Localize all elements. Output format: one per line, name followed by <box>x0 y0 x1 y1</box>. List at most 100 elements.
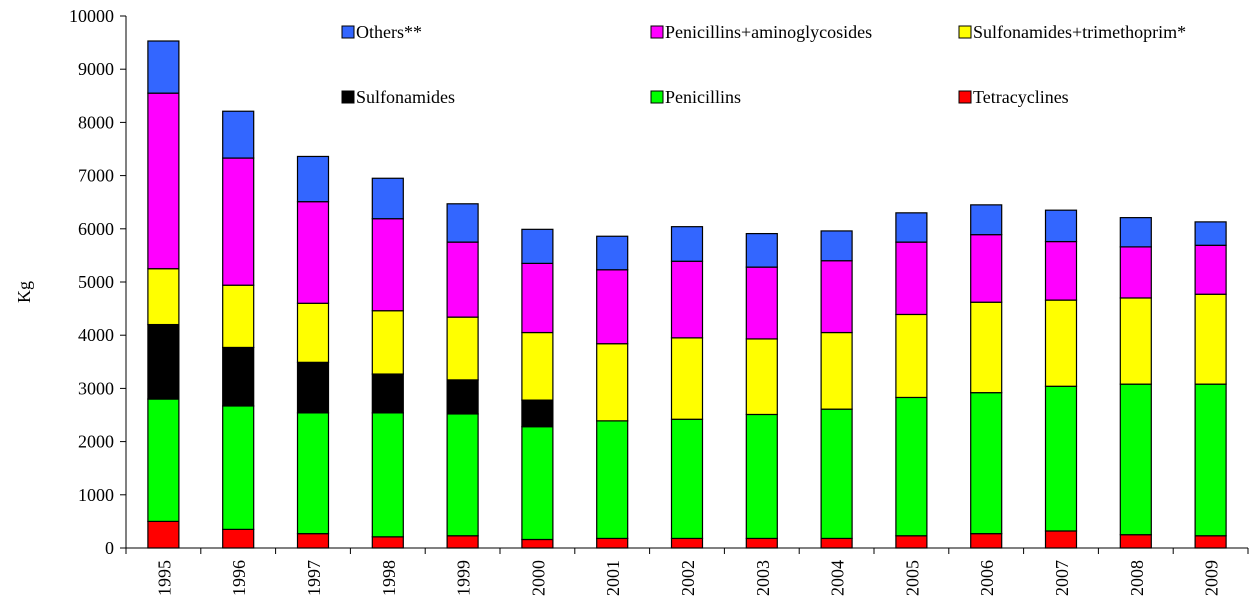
bar-segment <box>371 373 404 414</box>
x-tick-label: 2009 <box>1202 560 1222 596</box>
x-axis: 1995 1996 1997 1998 1999 2000 2001 2002 2003 2004… <box>125 547 1249 596</box>
y-tick-label: 7000 <box>78 166 114 186</box>
bar-segment <box>521 426 554 541</box>
bar-segment <box>745 232 778 268</box>
bar-segment <box>745 413 778 540</box>
bar-segment <box>670 226 704 262</box>
y-tick-label: 6000 <box>78 219 114 239</box>
bar-segment <box>745 338 778 416</box>
bar-segment <box>147 323 180 400</box>
bar-segment <box>446 379 479 415</box>
bar-segment <box>521 331 554 401</box>
bar-segment <box>147 268 180 326</box>
bar-segment <box>1044 530 1078 549</box>
bar-segment <box>296 361 330 414</box>
bar-segment <box>596 269 629 345</box>
legend-label: Others** <box>356 22 422 42</box>
bar-segment <box>1194 244 1227 295</box>
bar-segment <box>820 260 853 334</box>
x-tick-label: 2005 <box>902 560 922 596</box>
x-tick-label: 2008 <box>1127 560 1147 596</box>
x-tick-label: 2002 <box>678 560 698 596</box>
x-tick-label: 2004 <box>828 560 848 596</box>
bar-segment <box>895 241 928 316</box>
bar-segment <box>446 241 479 318</box>
y-tick-label: 0 <box>105 538 114 558</box>
bar-segment <box>446 413 479 537</box>
x-tick-label: 2006 <box>977 560 997 596</box>
y-axis: 0 1000 2000 3000 4000 5000 6000 7000 8000 9000 100… <box>69 6 127 558</box>
bar-segment <box>371 536 404 549</box>
bar-segment <box>1194 535 1227 549</box>
bar-segment <box>521 538 554 549</box>
bar-segment <box>1119 534 1152 549</box>
bar-segment <box>1044 240 1078 301</box>
x-tick-label: 1998 <box>379 560 399 596</box>
bar-segment <box>596 420 629 540</box>
bar-segment <box>670 418 704 540</box>
y-axis-label: Kg <box>14 281 34 303</box>
y-tick-label: 2000 <box>78 432 114 452</box>
x-tick-label: 1999 <box>454 560 474 596</box>
legend-swatch <box>650 90 664 104</box>
x-tick-label: 2000 <box>528 560 548 596</box>
bar-segment <box>147 520 180 549</box>
y-tick-label: 4000 <box>78 325 114 345</box>
bar-segment <box>670 337 704 420</box>
bar-segment <box>970 204 1003 236</box>
legend-label: Sulfonamides+trimethoprim* <box>973 22 1186 42</box>
legend-swatch <box>958 25 972 39</box>
bar-segment <box>1044 209 1078 243</box>
bar-segment <box>1044 385 1078 532</box>
bar-segment <box>222 346 255 407</box>
bar-segment <box>446 203 479 243</box>
bar-segment <box>596 235 629 271</box>
bar-segment <box>820 537 853 549</box>
x-tick-label: 1996 <box>229 560 249 596</box>
bar-segment <box>222 157 255 286</box>
bar-segment <box>745 266 778 340</box>
bar-segment <box>147 398 180 523</box>
bar-segment <box>1119 217 1152 248</box>
bar-segment <box>1119 297 1152 385</box>
legend-label: Penicillins <box>665 87 741 107</box>
y-tick-label: 10000 <box>69 6 114 26</box>
bar-segment <box>222 405 255 530</box>
x-tick-label: 2001 <box>603 560 623 596</box>
bar-segment <box>670 260 704 339</box>
bar-segment <box>1194 383 1227 537</box>
x-tick-label: 1997 <box>304 560 324 596</box>
bar-segment <box>1194 293 1227 385</box>
y-tick-label: 1000 <box>78 485 114 505</box>
bar-segment <box>147 92 180 270</box>
y-tick-label: 3000 <box>78 378 114 398</box>
bar-segment <box>820 230 853 262</box>
bar-segment <box>521 262 554 334</box>
bar-segment <box>371 310 404 375</box>
bar-segment <box>296 201 330 304</box>
legend-label: Penicillins+aminoglycosides <box>665 22 872 42</box>
bar-segment <box>895 396 928 537</box>
bar-segment <box>1119 246 1152 299</box>
y-tick-label: 9000 <box>78 59 114 79</box>
bar-segment <box>895 313 928 399</box>
bar-segment <box>970 234 1003 303</box>
y-tick-label: 5000 <box>78 272 114 292</box>
bar-segment <box>820 408 853 540</box>
bar-segment <box>222 284 255 349</box>
legend-label: Sulfonamides <box>356 87 455 107</box>
bar-segment <box>147 40 180 94</box>
bar-segment <box>970 301 1003 394</box>
bar-segment <box>521 399 554 428</box>
legend: Others** Penicillins+aminoglycosides Sulfo… <box>341 22 1186 107</box>
bar-segment <box>745 537 778 549</box>
bar-segment <box>521 228 554 264</box>
legend-label: Tetracyclines <box>973 87 1069 107</box>
bar-segment <box>820 331 853 410</box>
bar-segment <box>446 316 479 381</box>
bar-segment <box>296 412 330 535</box>
bar-segment <box>222 110 255 159</box>
bars <box>147 40 1227 549</box>
bar-segment <box>296 533 330 549</box>
